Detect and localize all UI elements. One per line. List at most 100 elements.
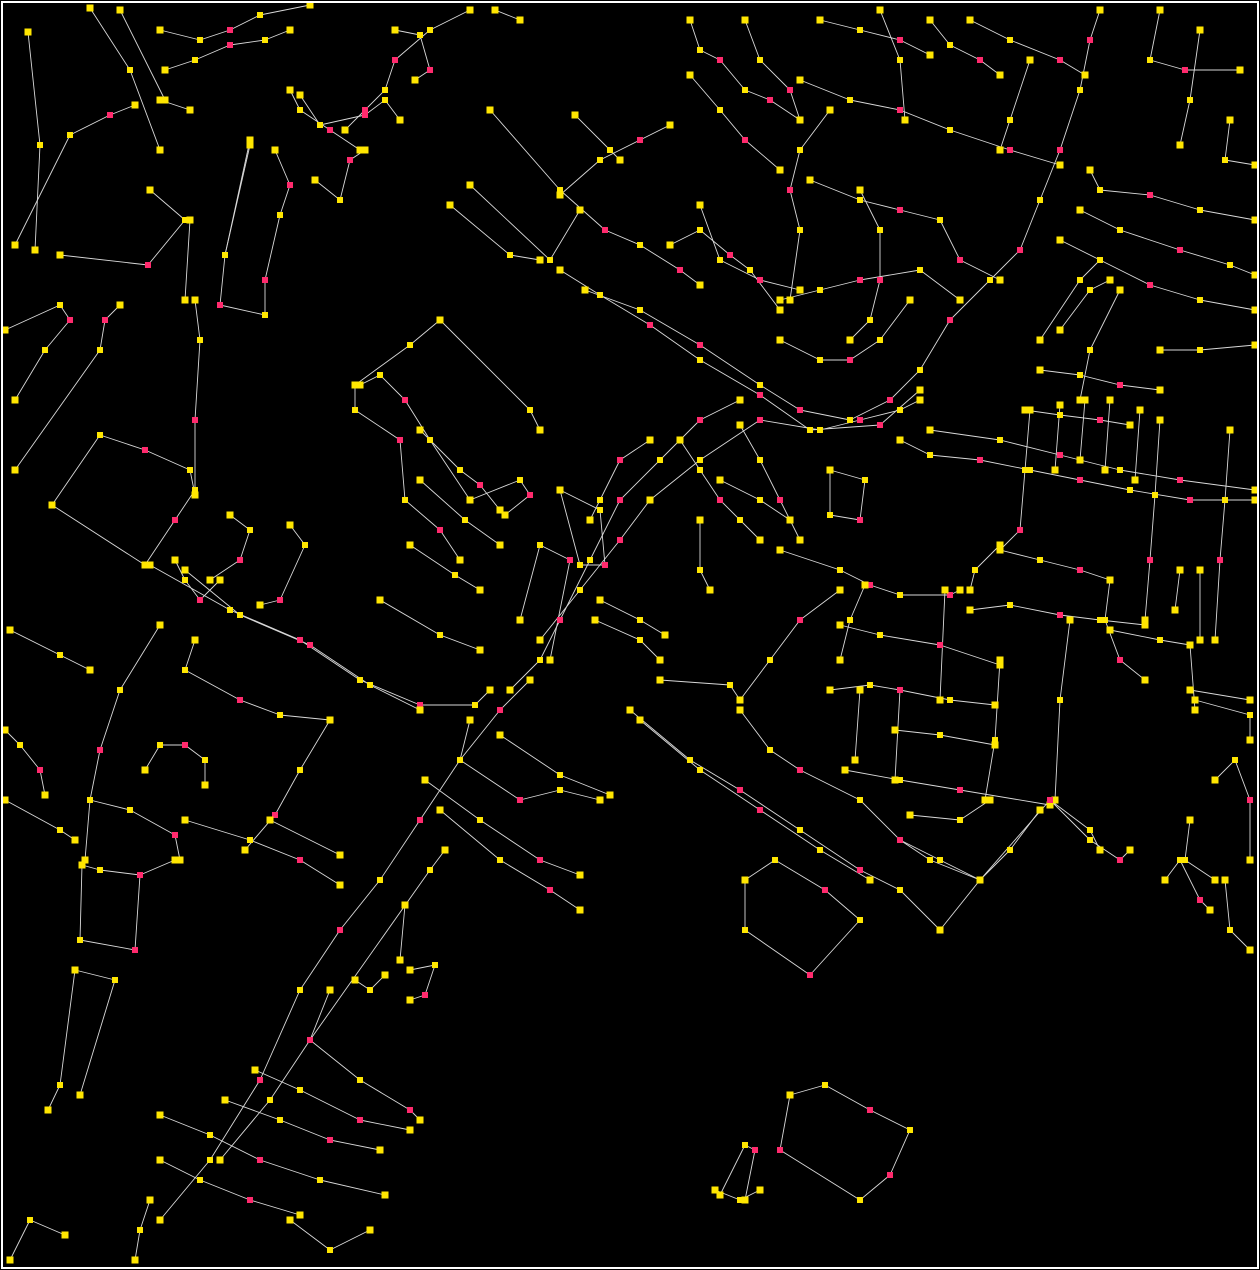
junction-vertex [757,382,763,388]
junction-vertex [1247,797,1253,803]
junction-vertex [397,437,403,443]
endpoint-vertex [991,701,999,709]
junction-vertex [817,847,823,853]
endpoint-vertex [1191,706,1199,714]
network-edge [1039,369,1161,391]
junction-vertex [587,557,593,563]
endpoint-vertex [1186,686,1194,694]
junction-vertex [145,262,151,268]
junction-vertex [1057,412,1063,418]
junction-vertex [1222,157,1228,163]
network-edge [314,149,366,201]
endpoint-vertex [286,26,294,34]
junction-vertex [862,477,868,483]
endpoint-vertex [1,796,9,804]
junction-vertex [262,37,268,43]
junction-vertex [927,857,933,863]
endpoint-vertex [556,486,564,494]
endpoint-vertex [456,556,464,564]
endpoint-vertex [171,556,179,564]
endpoint-vertex [1,726,9,734]
junction-vertex [1097,257,1103,263]
endpoint-vertex [556,191,564,199]
junction-vertex [112,977,118,983]
endpoint-vertex [11,466,19,474]
network-edge [494,9,521,21]
junction-vertex [1197,347,1203,353]
junction-vertex [347,157,353,163]
endpoint-vertex [1026,406,1034,414]
endpoint-vertex [476,586,484,594]
junction-vertex [917,367,923,373]
endpoint-vertex [406,966,414,974]
network-edge [744,19,801,121]
endpoint-vertex [251,1066,259,1074]
junction-vertex [57,1082,63,1088]
endpoint-vertex [11,396,19,404]
junction-vertex [17,742,23,748]
junction-vertex [227,607,233,613]
junction-vertex [1102,617,1108,623]
endpoint-vertex [1106,276,1114,284]
endpoint-vertex [176,856,184,864]
junction-vertex [1057,452,1063,458]
endpoint-vertex [981,796,989,804]
junction-vertex [917,267,923,273]
junction-vertex [297,637,303,643]
endpoint-vertex [1226,426,1234,434]
endpoint-vertex [311,176,319,184]
endpoint-vertex [996,661,1004,669]
junction-vertex [182,217,188,223]
junction-vertex [897,57,903,63]
endpoint-vertex [736,706,744,714]
junction-vertex [182,742,188,748]
endpoint-vertex [1251,306,1259,314]
junction-vertex [1007,847,1013,853]
junction-vertex [1117,382,1123,388]
endpoint-vertex [926,426,934,434]
junction-vertex [192,487,198,493]
network-edge [689,19,801,121]
junction-vertex [697,342,703,348]
junction-vertex [27,1217,33,1223]
endpoint-vertex [616,156,624,164]
endpoint-vertex [466,716,474,724]
junction-vertex [607,147,613,153]
junction-vertex [497,707,503,713]
junction-vertex [202,757,208,763]
network-edge [1189,689,1251,701]
junction-vertex [277,1117,283,1123]
junction-vertex [262,312,268,318]
network-edge [309,1039,421,1121]
network-edge [779,1084,911,1201]
junction-vertex [507,252,513,258]
endpoint-vertex [216,576,224,584]
endpoint-vertex [741,876,749,884]
junction-vertex [537,657,543,663]
junction-vertex [797,827,803,833]
endpoint-vertex [241,846,249,854]
junction-vertex [717,257,723,263]
endpoint-vertex [741,1196,749,1204]
endpoint-vertex [156,1216,164,1224]
endpoint-vertex [286,86,294,94]
network-edge [224,1099,381,1151]
junction-vertex [327,127,333,133]
endpoint-vertex [71,836,79,844]
endpoint-vertex [71,966,79,974]
junction-vertex [1007,37,1013,43]
network-edge [1214,429,1231,641]
endpoint-vertex [1021,406,1029,414]
junction-vertex [1087,827,1093,833]
junction-vertex [1182,67,1188,73]
network-edge [489,109,701,286]
junction-vertex [757,497,763,503]
junction-vertex [597,292,603,298]
junction-vertex [172,832,178,838]
network-edge [244,719,331,851]
endpoint-vertex [416,1116,424,1124]
junction-vertex [392,57,398,63]
junction-vertex [987,277,993,283]
